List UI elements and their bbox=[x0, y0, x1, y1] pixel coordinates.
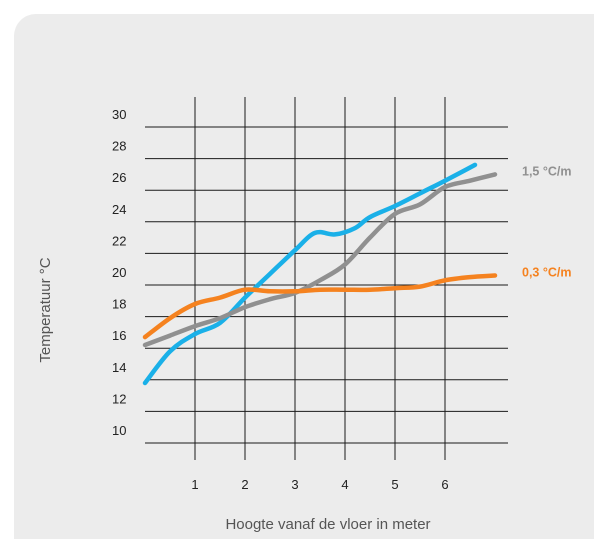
chart-card bbox=[14, 14, 594, 539]
series-label: 1,5 °C/m bbox=[522, 164, 571, 178]
y-tick-label: 20 bbox=[112, 265, 126, 280]
y-tick-label: 22 bbox=[112, 233, 126, 248]
x-tick-labels: 1 2 3 4 5 6 bbox=[191, 477, 448, 492]
y-axis-title: Temperatuur °C bbox=[37, 257, 54, 362]
x-tick-label: 5 bbox=[391, 477, 398, 492]
y-tick-label: 24 bbox=[112, 202, 126, 217]
x-tick-label: 3 bbox=[291, 477, 298, 492]
series-lines bbox=[142, 162, 498, 386]
y-tick-label: 18 bbox=[112, 297, 126, 312]
series-label: 0,3 °C/m bbox=[522, 266, 571, 280]
x-tick-label: 6 bbox=[441, 477, 448, 492]
y-tick-labels: 10 12 14 16 18 20 22 24 26 28 30 bbox=[112, 107, 126, 438]
y-tick-label: 14 bbox=[112, 360, 126, 375]
y-tick-label: 26 bbox=[112, 170, 126, 185]
y-tick-label: 12 bbox=[112, 391, 126, 406]
series-line-gray bbox=[142, 172, 498, 348]
x-axis-title: Hoogte vanaf de vloer in meter bbox=[225, 516, 430, 533]
series-line-orange bbox=[142, 273, 498, 340]
x-tick-label: 1 bbox=[191, 477, 198, 492]
x-tick-label: 2 bbox=[241, 477, 248, 492]
y-tick-label: 30 bbox=[112, 107, 126, 122]
x-tick-label: 4 bbox=[341, 477, 348, 492]
series-line-blue bbox=[142, 162, 478, 386]
y-tick-label: 16 bbox=[112, 328, 126, 343]
y-tick-label: 10 bbox=[112, 423, 126, 438]
y-tick-label: 28 bbox=[112, 139, 126, 154]
series-labels: 1,5 °C/m 0,3 °C/m bbox=[522, 164, 571, 279]
chart-grid bbox=[145, 97, 508, 460]
